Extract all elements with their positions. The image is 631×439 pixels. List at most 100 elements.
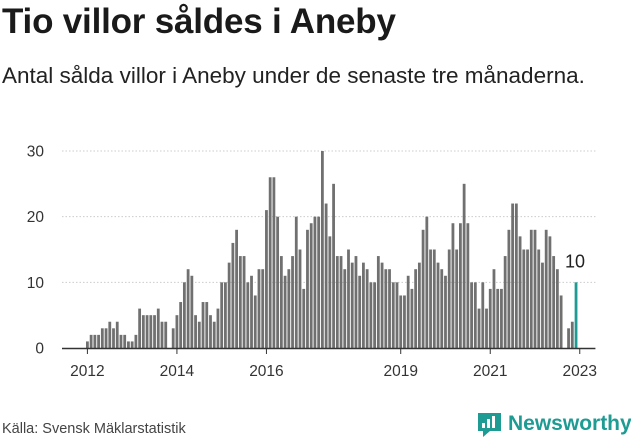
- bar-chart: 0 10 20 30 2012 2014 2016 2019 2021 2023 10: [27, 144, 597, 381]
- bar: [425, 216, 429, 348]
- x-axis-ticks: 2012 2014 2016 2019 2021 2023: [70, 348, 597, 380]
- bar: [201, 302, 205, 348]
- bar: [205, 302, 209, 348]
- bar: [380, 262, 384, 348]
- bar: [138, 308, 142, 348]
- x-tick-label: 2012: [70, 363, 104, 380]
- x-tick-label: 2021: [473, 363, 507, 380]
- bar: [179, 302, 183, 348]
- bar: [141, 315, 145, 348]
- bar: [511, 203, 515, 348]
- bar: [369, 282, 373, 348]
- bar: [410, 288, 414, 348]
- bar: [291, 256, 294, 348]
- x-tick-label: 2019: [383, 363, 417, 380]
- bar: [473, 282, 477, 348]
- bar: [429, 249, 432, 348]
- bar: [365, 269, 369, 348]
- bar: [324, 203, 328, 348]
- bar: [238, 256, 242, 348]
- y-tick-label: 10: [27, 275, 45, 292]
- bar: [309, 223, 313, 348]
- bar: [417, 262, 421, 348]
- bar: [406, 275, 410, 348]
- bar: [242, 256, 246, 348]
- bar: [272, 177, 276, 348]
- bar: [391, 282, 395, 348]
- bar: [287, 269, 291, 348]
- bar: [279, 256, 283, 348]
- bar: [436, 262, 440, 348]
- bar: [257, 269, 261, 348]
- bar: [212, 321, 216, 348]
- y-tick-label: 30: [27, 144, 45, 161]
- bar: [93, 334, 97, 348]
- bar: [459, 223, 462, 348]
- bar: [194, 315, 197, 348]
- bar: [347, 249, 350, 348]
- bar: [306, 229, 309, 348]
- brand-name: Newsworthy: [508, 412, 631, 435]
- bar: [485, 308, 488, 348]
- x-tick-label: 2016: [249, 363, 283, 380]
- bar: [298, 249, 302, 348]
- bar: [414, 269, 418, 348]
- bar: [507, 229, 511, 348]
- brand-logo[interactable]: Newsworthy: [476, 409, 631, 439]
- bar: [477, 308, 481, 348]
- bar: [134, 334, 138, 348]
- bar: [186, 269, 190, 348]
- bar: [440, 269, 444, 348]
- bar: [350, 262, 354, 348]
- bar: [395, 282, 399, 348]
- bar: [108, 321, 112, 348]
- bars: [86, 151, 578, 348]
- bar: [149, 315, 153, 348]
- data-labels: 10: [565, 251, 585, 271]
- highlight-value-label: 10: [565, 251, 585, 271]
- bar: [552, 256, 556, 348]
- bar: [123, 334, 127, 348]
- bar: [462, 183, 466, 348]
- bar: [514, 203, 518, 348]
- bar: [496, 288, 500, 348]
- bar: [555, 269, 559, 348]
- bar: [175, 315, 179, 348]
- bar: [432, 249, 436, 348]
- bar: [500, 288, 503, 348]
- y-axis-ticks: 0 10 20 30: [27, 144, 45, 358]
- bar: [518, 236, 522, 348]
- bar: [335, 256, 339, 348]
- bar: [317, 216, 321, 348]
- x-tick-label: 2014: [160, 363, 195, 380]
- bar: [541, 262, 544, 348]
- bar: [444, 275, 447, 348]
- bar: [320, 151, 324, 348]
- bar: [265, 210, 268, 348]
- bar: [526, 249, 529, 348]
- bar: [332, 183, 335, 348]
- bar: [503, 256, 507, 348]
- bar: [190, 275, 194, 348]
- bar: [373, 282, 377, 348]
- x-tick-label: 2023: [563, 363, 597, 380]
- bar: [529, 229, 533, 348]
- bar: [492, 269, 496, 348]
- bar: [164, 321, 168, 348]
- bar: [294, 216, 298, 348]
- bar: [216, 308, 220, 348]
- bar: [197, 321, 201, 348]
- bar: [220, 282, 224, 348]
- bar: [537, 249, 541, 348]
- newsworthy-logo-icon: [478, 412, 501, 437]
- bar: [160, 321, 164, 348]
- bar: [466, 223, 470, 348]
- bar: [354, 256, 358, 348]
- bar: [97, 334, 100, 348]
- bar: [235, 229, 238, 348]
- bar: [302, 288, 306, 348]
- bar: [313, 216, 317, 348]
- bar: [276, 216, 280, 348]
- y-tick-label: 0: [35, 341, 44, 358]
- bar: [224, 282, 227, 348]
